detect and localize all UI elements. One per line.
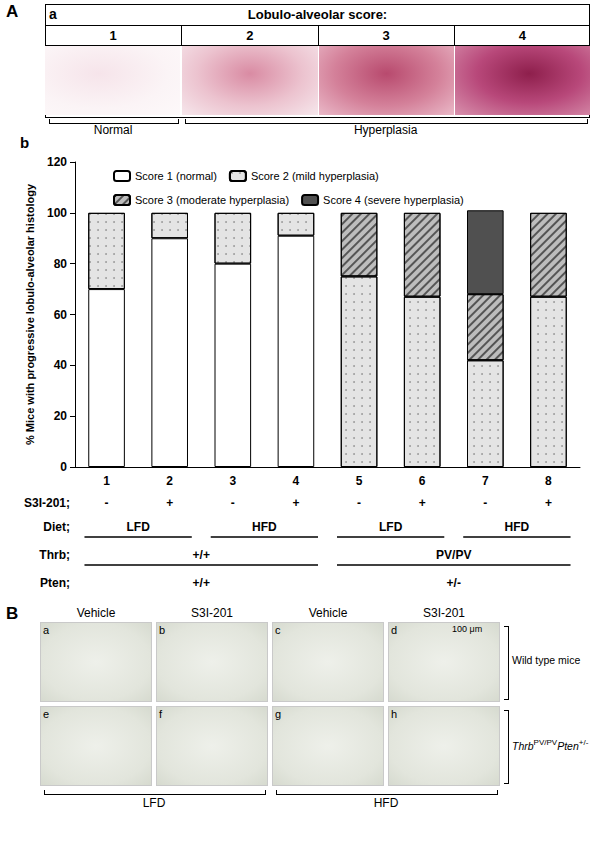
html-text:ThrbPV/PVPten+/-: ThrbPV/PVPten+/-	[512, 738, 589, 752]
html-text:Hyperplasia: Hyperplasia	[353, 123, 418, 137]
svg-text:-: -	[357, 496, 361, 510]
svg-text:20: 20	[54, 409, 68, 423]
html-text:100 μm: 100 μm	[452, 624, 483, 634]
svg-text:+/+: +/+	[193, 548, 210, 562]
html-text:c: c	[275, 624, 281, 636]
svg-text:+: +	[545, 496, 552, 510]
svg-text:+: +	[419, 496, 426, 510]
html-text:Vehicle: Vehicle	[76, 606, 116, 620]
html-text:g: g	[275, 708, 282, 720]
svg-text:-: -	[231, 496, 235, 510]
html-text:e: e	[43, 708, 50, 720]
svg-text:Score 1 (normal): Score 1 (normal)	[135, 170, 217, 182]
html-text:LFD: LFD	[142, 796, 166, 810]
html-text:b: b	[20, 134, 30, 151]
html-text:b: b	[159, 624, 166, 636]
svg-text:4: 4	[293, 474, 300, 488]
html-text:d: d	[391, 624, 398, 636]
svg-text:120: 120	[47, 155, 67, 169]
html-text:Normal: Normal	[93, 123, 133, 137]
svg-text:+: +	[292, 496, 299, 510]
svg-text:Thrb;: Thrb;	[39, 548, 70, 562]
svg-text:8: 8	[545, 474, 552, 488]
svg-text:-: -	[105, 496, 109, 510]
svg-text:HFD: HFD	[252, 520, 277, 534]
html-text:HFD: HFD	[373, 796, 399, 810]
svg-text:80: 80	[54, 257, 68, 271]
svg-text:6: 6	[419, 474, 426, 488]
svg-text:-: -	[483, 496, 487, 510]
svg-text:% Mice with progressive lobulo: % Mice with progressive lobulo-alveolar …	[24, 183, 36, 445]
svg-text:2: 2	[166, 474, 173, 488]
html-text:Wild type mice: Wild type mice	[512, 654, 581, 666]
html-text:A: A	[6, 2, 19, 21]
svg-text:100: 100	[47, 206, 67, 220]
svg-text:+/+: +/+	[193, 576, 210, 590]
svg-text:Pten;: Pten;	[40, 576, 70, 590]
svg-text:PV/PV: PV/PV	[436, 548, 471, 562]
svg-text:S3I-201;: S3I-201;	[24, 496, 70, 510]
svg-text:LFD: LFD	[379, 520, 403, 534]
svg-text:+/-: +/-	[447, 576, 461, 590]
svg-text:Diet;: Diet;	[43, 520, 70, 534]
svg-text:40: 40	[54, 358, 68, 372]
html-text:B: B	[6, 604, 19, 623]
svg-text:1: 1	[103, 474, 110, 488]
html-text:S3I-201: S3I-201	[191, 606, 233, 620]
html-text:f: f	[159, 708, 163, 720]
html-text:a: a	[49, 6, 57, 22]
html-text:Vehicle: Vehicle	[308, 606, 348, 620]
svg-text:7: 7	[482, 474, 489, 488]
svg-text:5: 5	[356, 474, 363, 488]
html-text:4: 4	[518, 28, 526, 43]
svg-text:HFD: HFD	[505, 520, 530, 534]
html-text:3: 3	[382, 28, 390, 43]
svg-text:60: 60	[54, 308, 68, 322]
svg-text:0: 0	[60, 460, 67, 474]
svg-text:Score 4 (severe hyperplasia): Score 4 (severe hyperplasia)	[323, 194, 464, 206]
html-text:S3I-201: S3I-201	[423, 606, 465, 620]
svg-text:3: 3	[229, 474, 236, 488]
svg-text:Score 2 (mild hyperplasia): Score 2 (mild hyperplasia)	[251, 170, 379, 182]
svg-text:LFD: LFD	[126, 520, 150, 534]
html-text:2: 2	[246, 28, 254, 43]
html-text:1: 1	[109, 28, 117, 43]
html-text:h: h	[391, 708, 398, 720]
svg-text:Score 3 (moderate hyperplasia): Score 3 (moderate hyperplasia)	[135, 194, 289, 206]
html-text:Lobulo-alveolar score:: Lobulo-alveolar score:	[247, 7, 388, 22]
svg-text:+: +	[166, 496, 173, 510]
html-text:a: a	[43, 624, 50, 636]
